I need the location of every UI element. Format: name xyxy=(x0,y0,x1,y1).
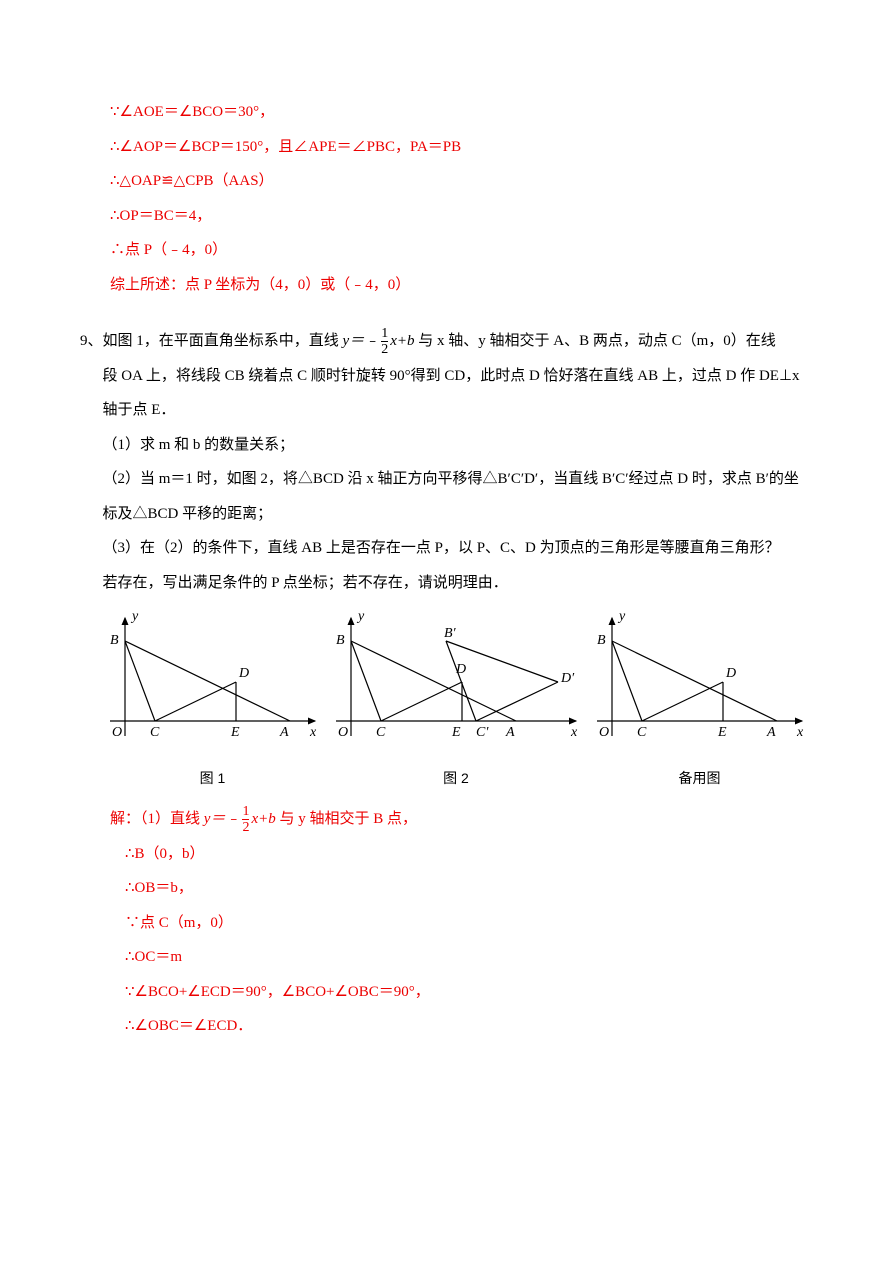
svg-text:A: A xyxy=(505,725,515,740)
svg-text:y: y xyxy=(617,609,626,624)
svg-text:x: x xyxy=(309,725,317,740)
svg-text:D: D xyxy=(455,662,466,677)
svg-text:E: E xyxy=(230,725,240,740)
svg-text:C: C xyxy=(637,725,647,740)
svg-text:D: D xyxy=(238,666,249,681)
proof-line: ∴∠AOP＝∠BCP＝150°，且∠APE＝∠PBC，PA＝PB xyxy=(110,130,812,165)
q-text: 轴于点 E． xyxy=(103,402,176,418)
figures-row: y x O B C E D A 图 1 y x O B C E xyxy=(80,606,812,794)
q-part2b: 标及△BCD 平移的距离； xyxy=(103,506,273,522)
q-text: 如图 1，在平面直角坐标系中，直线 xyxy=(103,333,343,349)
q-text: x+b xyxy=(390,333,414,349)
q-part1: （1）求 m 和 b 的数量关系； xyxy=(103,437,295,453)
svg-text:A: A xyxy=(279,725,289,740)
proof-line: ∵∠AOE＝∠BCO＝30°， xyxy=(110,95,812,130)
solution-line: ∵点 C（m，0） xyxy=(125,906,812,941)
q-text: 与 x 轴、y 轴相交于 A、B 两点，动点 C（m，0）在线 xyxy=(414,333,775,349)
svg-text:C′: C′ xyxy=(476,725,489,740)
svg-text:B: B xyxy=(110,633,119,648)
svg-text:A: A xyxy=(766,725,776,740)
svg-text:O: O xyxy=(112,725,122,740)
question-9: 9、 如图 1，在平面直角坐标系中，直线 y＝﹣12x+b 与 x 轴、y 轴相… xyxy=(80,324,812,600)
fraction: 12 xyxy=(381,326,388,358)
svg-text:O: O xyxy=(599,725,609,740)
solution-line: ∴∠OBC＝∠ECD． xyxy=(125,1009,812,1044)
svg-text:B: B xyxy=(597,633,606,648)
svg-text:x: x xyxy=(796,725,804,740)
svg-text:y: y xyxy=(356,609,365,624)
diagram-1: y x O B C E D A xyxy=(100,606,325,756)
svg-text:D′: D′ xyxy=(560,671,575,686)
svg-text:E: E xyxy=(451,725,461,740)
proof-line: ∴点 P（﹣4，0） xyxy=(110,233,812,268)
figure-caption: 备用图 xyxy=(587,762,812,794)
svg-text:C: C xyxy=(150,725,160,740)
svg-text:D: D xyxy=(725,666,736,681)
proof-line: 综上所述：点 P 坐标为（4，0）或（﹣4，0） xyxy=(110,268,812,303)
fraction: 12 xyxy=(242,804,249,836)
svg-text:B: B xyxy=(336,633,345,648)
svg-text:y: y xyxy=(130,609,139,624)
figure-2: y x O B C E D A B′ C′ D′ 图 2 xyxy=(326,606,586,794)
proof-line: ∴OP＝BC＝4， xyxy=(110,199,812,234)
svg-text:C: C xyxy=(376,725,386,740)
question-number: 9、 xyxy=(80,324,103,359)
diagram-3: y x O B C E D A xyxy=(587,606,812,756)
svg-text:x: x xyxy=(570,725,578,740)
solution-line: ∵∠BCO+∠ECD＝90°，∠BCO+∠OBC＝90°， xyxy=(125,975,812,1010)
q-text: 段 OA 上，将线段 CB 绕着点 C 顺时针旋转 90°得到 CD，此时点 D… xyxy=(103,368,800,384)
solution-block: 解：（1）直线 y＝﹣12x+b 与 y 轴相交于 B 点， ∴B（0，b） ∴… xyxy=(80,802,812,1044)
figure-1: y x O B C E D A 图 1 xyxy=(100,606,325,794)
proof-block: ∵∠AOE＝∠BCO＝30°， ∴∠AOP＝∠BCP＝150°，且∠APE＝∠P… xyxy=(80,95,812,302)
solution-line: ∴OB＝b， xyxy=(125,871,812,906)
figure-caption: 图 2 xyxy=(326,762,586,794)
q-part2: （2）当 m＝1 时，如图 2，将△BCD 沿 x 轴正方向平移得△B′C′D′… xyxy=(103,471,799,487)
q-part3b: 若存在，写出满足条件的 P 点坐标；若不存在，请说明理由． xyxy=(103,575,508,591)
figure-caption: 图 1 xyxy=(100,762,325,794)
diagram-2: y x O B C E D A B′ C′ D′ xyxy=(326,606,586,756)
q-part3: （3）在（2）的条件下，直线 AB 上是否存在一点 P，以 P、C、D 为顶点的… xyxy=(103,540,780,556)
solution-line: ∴OC＝m xyxy=(125,940,812,975)
solution-line: 解：（1）直线 y＝﹣12x+b 与 y 轴相交于 B 点， xyxy=(110,802,812,837)
proof-line: ∴△OAP≌△CPB（AAS） xyxy=(110,164,812,199)
svg-text:O: O xyxy=(338,725,348,740)
figure-3: y x O B C E D A 备用图 xyxy=(587,606,812,794)
q-text: y＝﹣ xyxy=(343,333,380,349)
svg-text:E: E xyxy=(717,725,727,740)
solution-line: ∴B（0，b） xyxy=(125,837,812,872)
svg-text:B′: B′ xyxy=(444,626,457,641)
